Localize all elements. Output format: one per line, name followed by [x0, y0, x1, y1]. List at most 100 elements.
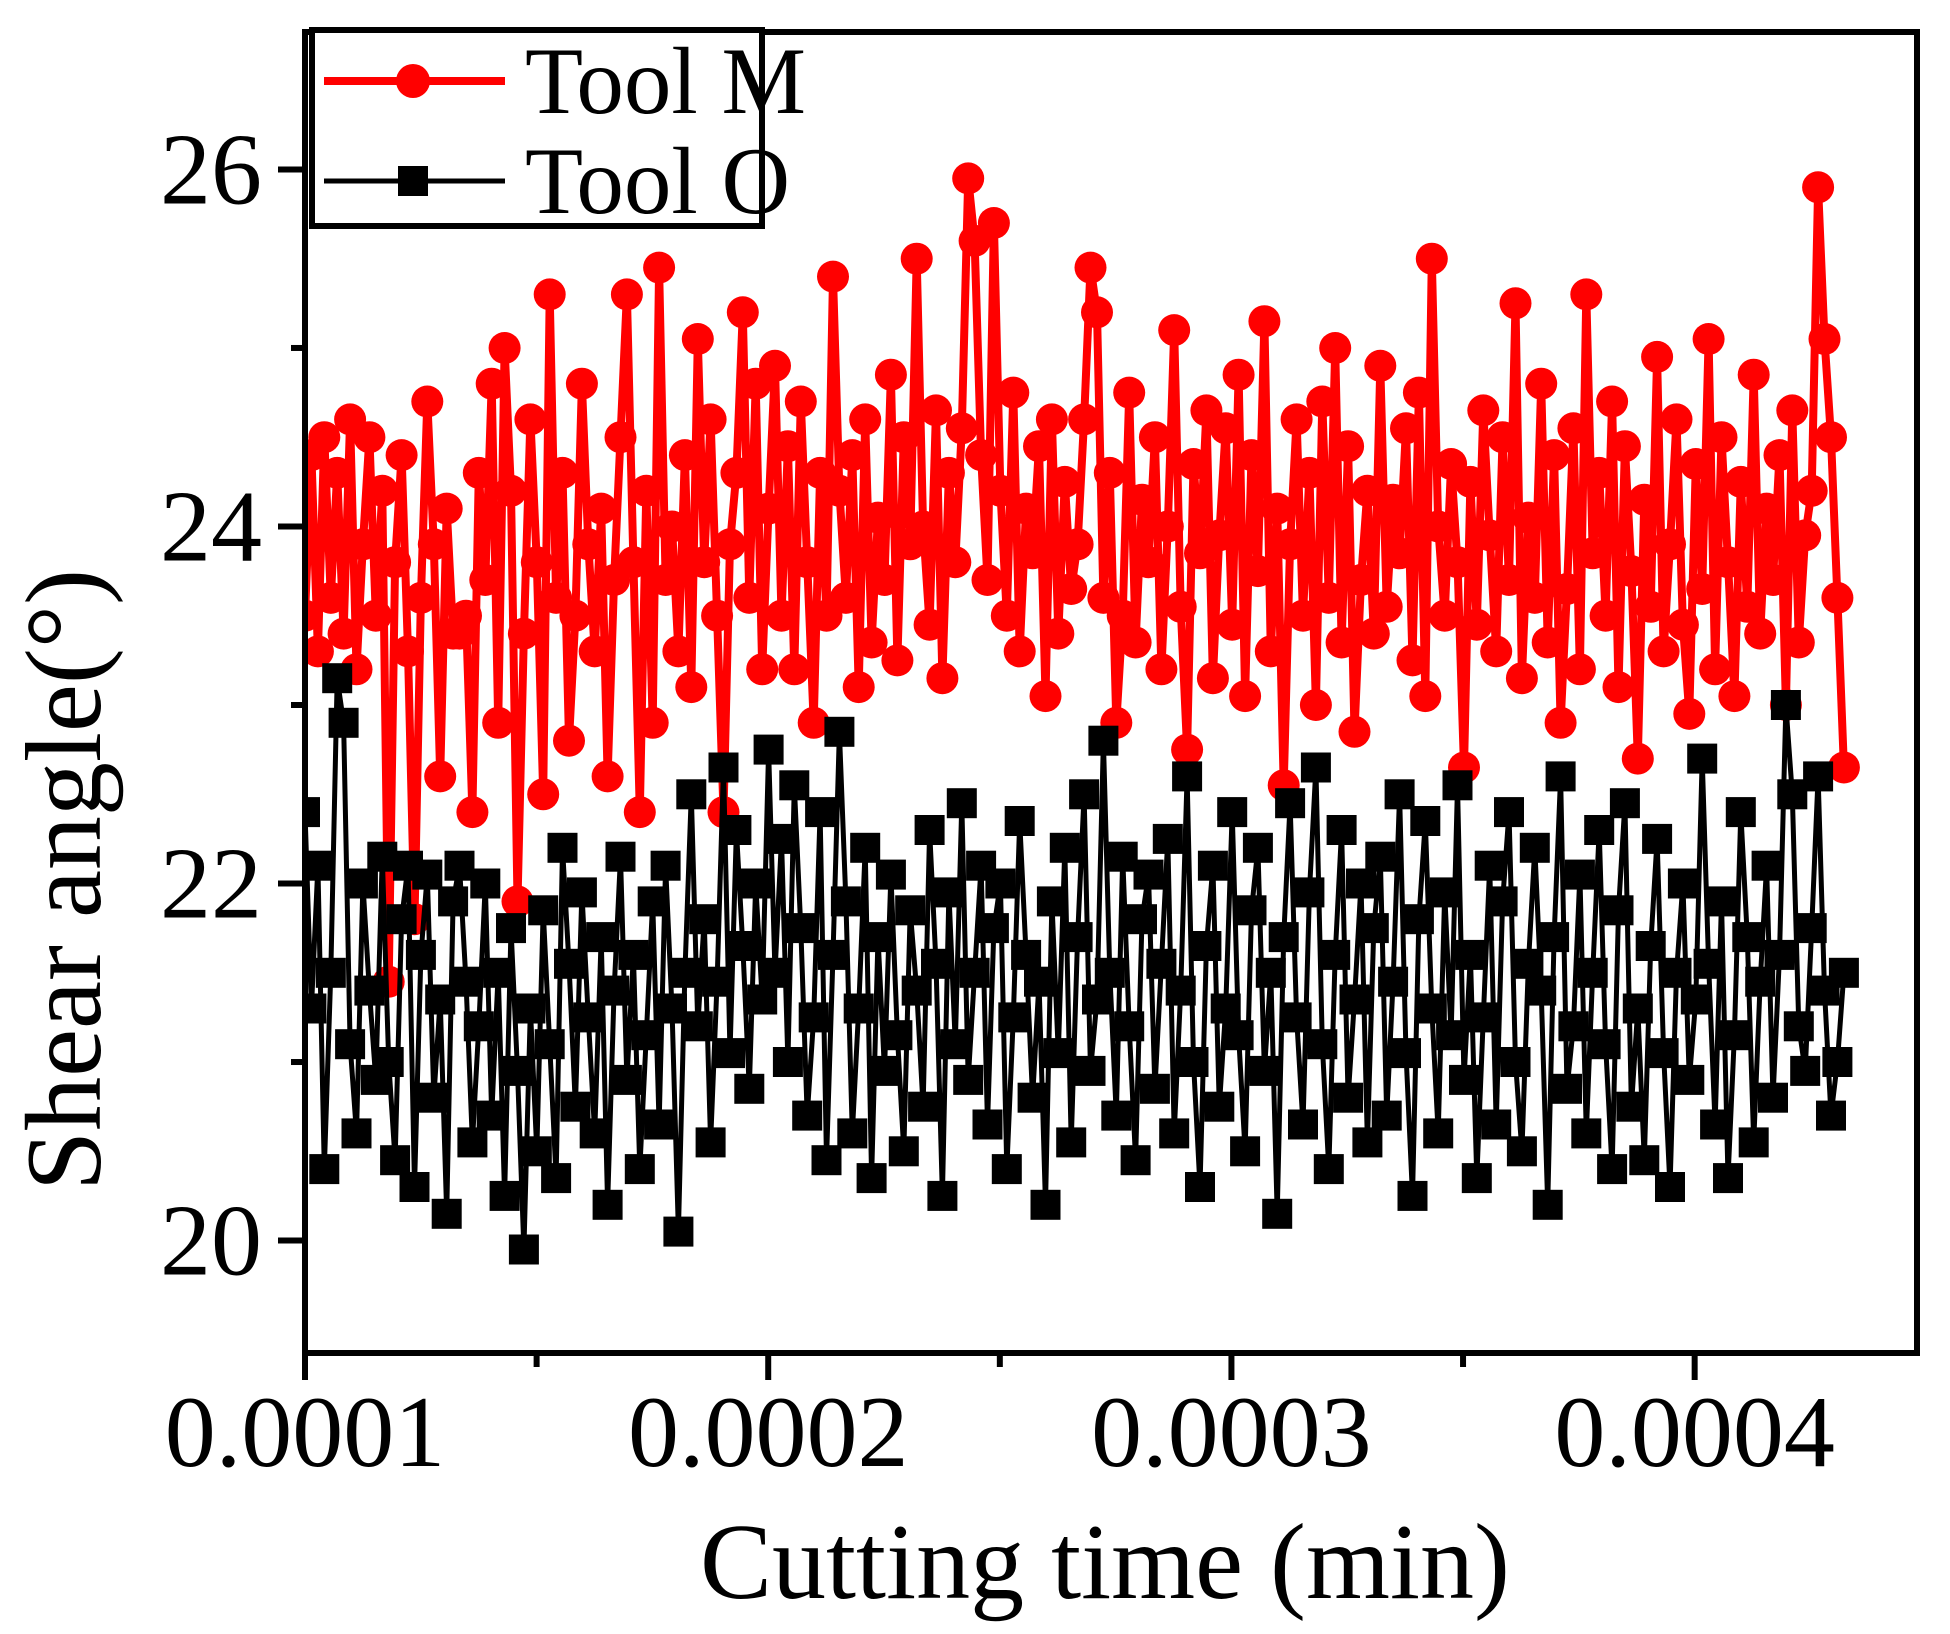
data-point-marker: [451, 966, 481, 997]
data-point-marker: [462, 456, 495, 489]
data-point-marker: [1732, 922, 1763, 953]
data-point-marker: [380, 1145, 411, 1176]
data-point-marker: [431, 1198, 462, 1229]
data-point-marker: [1365, 841, 1396, 872]
data-point-marker: [450, 599, 482, 632]
data-point-marker: [1713, 1163, 1743, 1194]
data-point-marker: [727, 931, 758, 961]
data-point-marker: [952, 162, 985, 195]
data-point-marker: [933, 877, 964, 908]
data-point-marker: [554, 948, 584, 979]
data-point-marker: [1299, 689, 1332, 721]
data-point-marker: [1178, 1047, 1209, 1077]
data-point-marker: [1558, 1011, 1589, 1042]
data-point-marker: [1236, 895, 1267, 926]
legend: Tool M Tool O: [309, 27, 806, 234]
y-axis-title: Shear angle(°): [5, 569, 124, 1191]
x-tick-label: 0.0002: [628, 1376, 909, 1489]
data-point-marker: [791, 546, 824, 579]
data-point-marker: [1370, 590, 1403, 623]
legend-label-tool-m: Tool M: [525, 28, 806, 134]
data-point-marker: [354, 975, 385, 1006]
data-point-marker: [1306, 385, 1339, 418]
data-point-marker: [1333, 1082, 1364, 1113]
data-point-marker: [366, 474, 399, 507]
data-point-marker: [1783, 1011, 1814, 1042]
data-point-marker: [953, 1064, 984, 1095]
data-point-marker: [1449, 1064, 1479, 1095]
data-point-marker: [1795, 474, 1828, 507]
data-point-marker: [1391, 1038, 1421, 1069]
data-point-marker: [1281, 1002, 1312, 1033]
data-point-marker: [644, 1109, 675, 1140]
data-point-marker: [1602, 671, 1635, 704]
data-point-marker: [939, 546, 972, 579]
data-point-marker: [726, 296, 759, 329]
data-point-marker: [900, 242, 933, 275]
y-tick-label: 24: [160, 470, 262, 583]
data-point-marker: [425, 984, 456, 1015]
data-point-marker: [805, 797, 836, 828]
data-point-marker: [559, 599, 592, 632]
data-point-marker: [1776, 394, 1809, 427]
data-point-marker: [617, 546, 650, 579]
data-point-marker: [636, 706, 669, 739]
y-tick-label: 20: [160, 1185, 262, 1298]
data-point-marker: [1069, 779, 1100, 810]
data-point-marker: [438, 886, 469, 917]
data-point-marker: [926, 662, 959, 695]
data-point-marker: [1539, 922, 1570, 953]
data-point-marker: [1024, 966, 1054, 997]
data-point-marker: [347, 868, 378, 899]
data-point-marker: [1486, 421, 1519, 454]
data-point-marker: [681, 323, 714, 355]
data-point-marker: [1229, 680, 1262, 713]
data-point-marker: [1667, 868, 1698, 899]
data-point-marker: [411, 385, 444, 418]
data-point-marker: [1074, 251, 1107, 284]
data-point-marker: [740, 868, 771, 899]
data-point-marker: [1048, 465, 1081, 498]
data-point-marker: [1325, 626, 1358, 659]
data-point-marker: [1171, 733, 1204, 766]
data-point-marker: [1467, 394, 1500, 427]
data-point-marker: [1519, 832, 1550, 863]
data-point-marker: [1158, 314, 1191, 347]
data-point-marker: [1203, 519, 1236, 552]
data-point-marker: [1679, 448, 1712, 480]
data-point-marker: [1055, 573, 1088, 605]
data-point-marker: [752, 492, 785, 525]
data-point-marker: [663, 1216, 694, 1247]
data-point-marker: [508, 1234, 539, 1265]
data-point-marker: [315, 957, 346, 988]
data-point-marker: [1294, 877, 1325, 908]
data-point-marker: [553, 724, 585, 757]
data-point-marker: [1300, 752, 1331, 783]
data-point-marker: [1345, 564, 1377, 596]
data-point-marker: [1635, 931, 1666, 961]
data-point-marker: [599, 975, 630, 1006]
data-point-marker: [585, 492, 618, 525]
data-point-marker: [1338, 715, 1371, 748]
data-point-marker: [682, 1011, 713, 1042]
data-point-marker: [1268, 922, 1299, 953]
x-tick-label: 0.0003: [1091, 1376, 1372, 1489]
data-point-marker: [630, 474, 663, 507]
data-point-marker: [547, 832, 578, 863]
data-point-marker: [715, 1038, 745, 1069]
data-point-marker: [1468, 1002, 1499, 1033]
data-point-marker: [977, 207, 1010, 239]
data-point-marker: [1634, 590, 1667, 623]
data-point-marker: [1011, 939, 1042, 970]
data-point-marker: [830, 886, 861, 917]
data-point-marker: [1499, 287, 1532, 320]
data-point-marker: [1397, 1180, 1428, 1211]
data-point-marker: [1693, 948, 1724, 979]
data-point-marker: [1745, 966, 1776, 997]
data-point-marker: [778, 653, 811, 686]
data-point-marker: [1119, 626, 1152, 659]
data-point-marker: [990, 599, 1023, 632]
data-point-marker: [1094, 957, 1125, 988]
data-point-marker: [657, 993, 687, 1024]
data-point-marker: [495, 474, 527, 507]
